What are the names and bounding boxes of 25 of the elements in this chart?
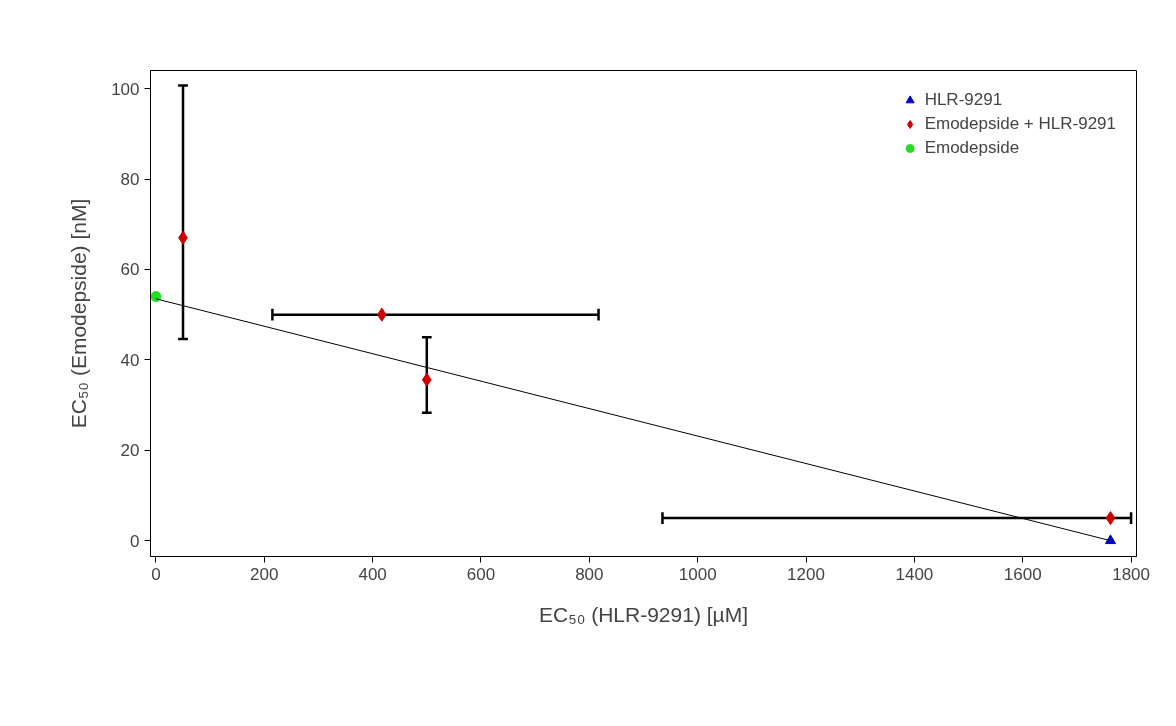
y-tick-label: 60 <box>120 260 140 280</box>
x-tick-label: 400 <box>358 564 387 584</box>
point <box>421 372 432 387</box>
legend-label: Emodepside + HLR-9291 <box>924 114 1116 134</box>
x-tick-label: 1400 <box>895 564 934 584</box>
point <box>1105 511 1116 526</box>
legend-label: Emodepside <box>924 138 1020 158</box>
x-tick-label: 600 <box>466 564 496 584</box>
x-tick-label: 1800 <box>1112 564 1150 584</box>
x-tick-label: 1600 <box>1003 564 1042 584</box>
point <box>1105 534 1116 545</box>
y-tick-label: 40 <box>120 350 140 370</box>
x-tick-label: 1000 <box>678 564 717 584</box>
x-tick-label: 1200 <box>787 564 825 584</box>
y-tick-label: 20 <box>120 441 140 461</box>
y-axis-title: EC₅₀ (Emodepside) [nM] <box>67 198 91 429</box>
y-tick-label: 0 <box>130 531 140 551</box>
x-tick-label: 200 <box>250 564 279 584</box>
y-tick-label: 80 <box>120 170 140 189</box>
x-axis-title: EC₅₀ (HLR-9291) [µM] <box>539 602 749 626</box>
point <box>150 291 162 303</box>
y-tick-label: 100 <box>111 79 140 99</box>
legend-label: HLR-9291 <box>924 90 1003 110</box>
x-tick-label: 0 <box>151 564 161 584</box>
x-tick-label: 800 <box>575 564 604 584</box>
